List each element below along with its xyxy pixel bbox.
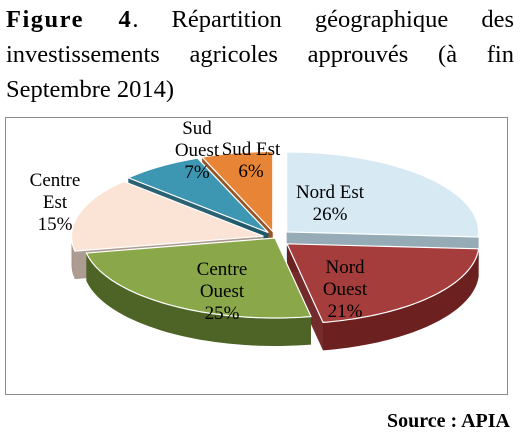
pie-tops	[70, 150, 480, 324]
slice-label-sud-est: Sud Est 6%	[222, 139, 281, 182]
figure-label: Figure 4	[6, 6, 133, 33]
figure-title: . Répartition géographique des investiss…	[6, 6, 514, 103]
pie-labels: Nord Est 26% Nord Ouest 21% Centre Ouest 25% Cen…	[30, 118, 368, 324]
source-note: Source : APIA	[387, 410, 510, 432]
pie-slice-nord-ouest	[286, 243, 480, 324]
slice-label-centre-ouest: Centre Ouest 25%	[197, 259, 248, 324]
pie-slice-edge-1-1	[287, 243, 323, 351]
pie-slice-side-3	[71, 236, 75, 280]
pie-slice-side-2	[86, 253, 312, 346]
pie-slice-centre-ouest	[85, 237, 312, 319]
slice-label-centre-est: Centre Est 15%	[30, 170, 81, 235]
pie-slice-centre-est	[70, 180, 264, 252]
pie-slice-sud-est	[200, 150, 274, 234]
chart-frame	[5, 117, 508, 395]
pie-slice-nord-est	[286, 151, 480, 238]
slice-label-nord-est: Nord Est 26%	[296, 182, 365, 225]
slice-label-sud-ouest: Sud Ouest 7%	[175, 118, 220, 183]
figure-caption: Figure 4. Répartition géographique des i…	[6, 2, 514, 107]
pie-slice-side-1	[323, 248, 479, 351]
slice-label-nord-ouest: Nord Ouest 21%	[323, 257, 368, 322]
pie-slice-sud-ouest	[126, 157, 269, 234]
